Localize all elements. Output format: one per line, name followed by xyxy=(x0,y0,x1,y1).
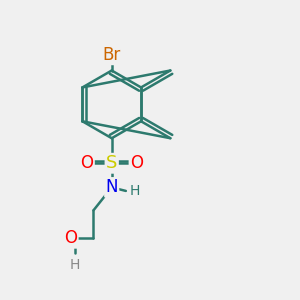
Text: H: H xyxy=(130,184,140,198)
Text: N: N xyxy=(106,178,118,196)
Text: H: H xyxy=(70,258,80,272)
Text: O: O xyxy=(64,229,77,247)
Text: O: O xyxy=(130,154,143,172)
Text: Br: Br xyxy=(103,46,121,64)
Text: O: O xyxy=(80,154,94,172)
Text: S: S xyxy=(106,154,117,172)
